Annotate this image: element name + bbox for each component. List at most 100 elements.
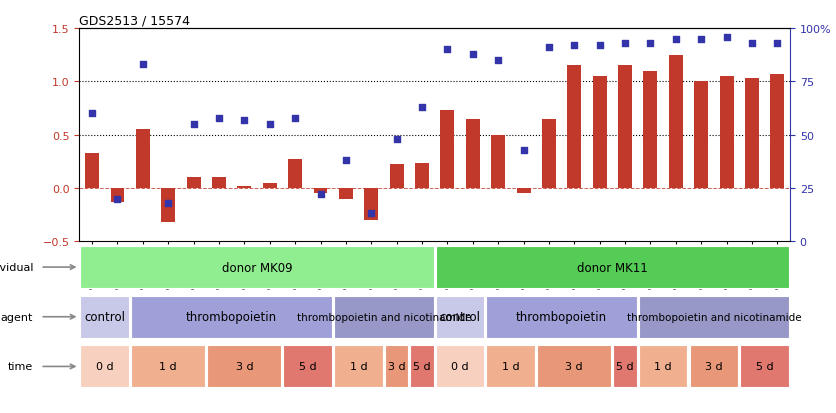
Bar	[334, 346, 383, 387]
Text: 1 d: 1 d	[655, 361, 672, 372]
Text: time: time	[8, 361, 33, 372]
Point	[644, 40, 657, 47]
Bar	[618, 66, 632, 188]
Text: 1 d: 1 d	[349, 361, 367, 372]
Bar	[745, 79, 759, 188]
Text: donor MK11: donor MK11	[577, 261, 648, 274]
Point	[390, 136, 403, 143]
Bar	[136, 130, 150, 188]
Point	[720, 34, 733, 41]
Point	[771, 40, 784, 47]
Bar	[80, 296, 129, 338]
Text: 1 d: 1 d	[160, 361, 177, 372]
Bar	[694, 82, 708, 188]
Point	[619, 40, 632, 47]
Text: donor MK09: donor MK09	[222, 261, 293, 274]
Bar	[538, 346, 611, 387]
Bar	[415, 164, 429, 188]
Text: 0 d: 0 d	[96, 361, 114, 372]
Point	[441, 47, 454, 53]
Bar	[614, 346, 637, 387]
Bar	[263, 183, 277, 188]
Point	[161, 200, 175, 206]
Point	[111, 196, 125, 202]
Bar	[161, 188, 176, 223]
Text: 1 d: 1 d	[502, 361, 520, 372]
Bar	[80, 247, 434, 288]
Bar	[436, 247, 789, 288]
Bar	[487, 296, 637, 338]
Bar	[364, 188, 378, 221]
Point	[263, 121, 277, 128]
Bar	[644, 71, 657, 188]
Point	[288, 115, 302, 121]
Text: control: control	[84, 311, 125, 323]
Bar	[334, 296, 434, 338]
Text: control: control	[440, 311, 481, 323]
Text: thrombopoietin and nicotinamide: thrombopoietin and nicotinamide	[297, 312, 472, 322]
Bar	[131, 346, 206, 387]
Bar	[85, 153, 99, 188]
Text: thrombopoietin: thrombopoietin	[516, 311, 607, 323]
Bar	[80, 346, 129, 387]
Bar	[436, 346, 484, 387]
Bar	[385, 346, 408, 387]
Bar	[639, 296, 789, 338]
Text: thrombopoietin and nicotinamide: thrombopoietin and nicotinamide	[626, 312, 801, 322]
Point	[187, 121, 201, 128]
Text: 3 d: 3 d	[705, 361, 722, 372]
Point	[517, 147, 530, 154]
Bar	[288, 160, 302, 188]
Bar	[770, 75, 784, 188]
Text: GDS2513 / 15574: GDS2513 / 15574	[79, 15, 191, 28]
Text: 3 d: 3 d	[565, 361, 584, 372]
Point	[85, 111, 99, 117]
Bar	[314, 188, 328, 194]
Point	[543, 45, 556, 51]
Text: 3 d: 3 d	[388, 361, 405, 372]
Bar	[441, 111, 455, 188]
Bar	[237, 186, 252, 188]
Bar	[390, 165, 404, 188]
Bar	[339, 188, 353, 199]
Bar	[487, 346, 535, 387]
Bar	[466, 119, 480, 188]
Bar	[410, 346, 434, 387]
Point	[415, 104, 429, 111]
Text: agent: agent	[1, 312, 33, 322]
Point	[669, 36, 682, 43]
Point	[339, 157, 353, 164]
Text: 5 d: 5 d	[756, 361, 773, 372]
Text: 3 d: 3 d	[236, 361, 253, 372]
Text: 5 d: 5 d	[616, 361, 634, 372]
Bar	[110, 188, 125, 202]
Point	[364, 211, 378, 217]
Point	[136, 62, 150, 69]
Bar	[542, 119, 556, 188]
Bar	[283, 346, 332, 387]
Bar	[639, 346, 687, 387]
Bar	[740, 346, 789, 387]
Bar	[593, 77, 607, 188]
Point	[492, 57, 505, 64]
Bar	[492, 135, 505, 188]
Point	[466, 51, 480, 58]
Text: 5 d: 5 d	[299, 361, 317, 372]
Bar	[186, 178, 201, 188]
Point	[314, 192, 327, 198]
Bar	[436, 296, 484, 338]
Bar	[131, 296, 332, 338]
Point	[745, 40, 758, 47]
Bar	[568, 66, 581, 188]
Bar	[212, 178, 226, 188]
Point	[568, 43, 581, 49]
Point	[212, 115, 226, 121]
Text: individual: individual	[0, 262, 33, 273]
Point	[237, 117, 251, 123]
Bar	[669, 55, 683, 188]
Text: 5 d: 5 d	[413, 361, 431, 372]
Point	[593, 43, 606, 49]
Bar	[720, 77, 733, 188]
Bar	[207, 346, 282, 387]
Point	[695, 36, 708, 43]
